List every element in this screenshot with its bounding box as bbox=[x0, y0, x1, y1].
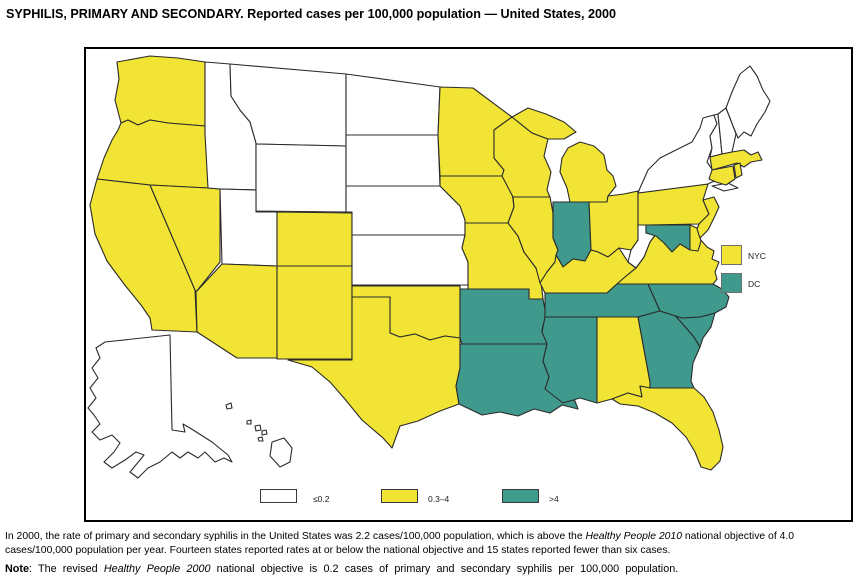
state-ME bbox=[725, 65, 771, 139]
state-MI bbox=[511, 107, 617, 203]
legend-label-high: >4 bbox=[549, 494, 559, 504]
state-OR bbox=[96, 119, 213, 189]
state-MA bbox=[709, 149, 763, 171]
state-AZ bbox=[195, 263, 278, 359]
dc-legend-swatch bbox=[721, 273, 742, 293]
state-TX bbox=[287, 296, 461, 449]
legend-label-low: ≤0.2 bbox=[313, 494, 330, 504]
states-group bbox=[87, 55, 771, 479]
state-NM bbox=[276, 265, 353, 360]
state-WY bbox=[255, 143, 347, 213]
footer-paragraph: In 2000, the rate of primary and seconda… bbox=[5, 530, 859, 558]
state-CT bbox=[708, 165, 736, 186]
us-map-frame bbox=[84, 47, 853, 522]
state-FL bbox=[611, 385, 724, 471]
state-ND bbox=[345, 73, 441, 136]
footer-text-2: national objective of 4.0 cases/100,000 … bbox=[5, 531, 795, 556]
state-NC bbox=[647, 283, 730, 319]
footer-italic-healthy-people-2010: Healthy People 2010 bbox=[585, 531, 682, 542]
legend-swatch-mid bbox=[381, 489, 418, 503]
state-CO bbox=[276, 211, 353, 267]
state-MS bbox=[541, 316, 598, 404]
legend-swatch-low bbox=[260, 489, 297, 503]
note-italic-healthy-people-2000: Healthy People 2000 bbox=[103, 563, 211, 575]
state-IN bbox=[552, 201, 592, 268]
nyc-legend-label: NYC bbox=[748, 251, 766, 261]
note-bold-label: Note bbox=[5, 563, 29, 575]
footer-text-1: In 2000, the rate of primary and seconda… bbox=[5, 531, 586, 542]
state-SD bbox=[345, 134, 441, 187]
state-HI bbox=[225, 402, 293, 468]
state-RI bbox=[733, 162, 743, 179]
legend-swatch-high bbox=[502, 489, 539, 503]
nyc-legend-swatch bbox=[721, 245, 742, 265]
state-KS bbox=[351, 234, 469, 286]
state-DE bbox=[689, 224, 702, 252]
legend-label-mid: 0.3–4 bbox=[428, 494, 450, 504]
dc-legend-label: DC bbox=[748, 279, 761, 289]
state-WA bbox=[114, 55, 206, 127]
note-paragraph: Note: The revised Healthy People 2000 na… bbox=[5, 563, 861, 575]
state-NJ bbox=[696, 196, 720, 239]
note-text-2: national objective is 0.2 cases of prima… bbox=[210, 563, 679, 575]
page-title: SYPHILIS, PRIMARY AND SECONDARY. Reporte… bbox=[6, 7, 617, 21]
note-text-1: : The revised bbox=[29, 563, 104, 575]
us-choropleth-map bbox=[87, 55, 771, 479]
state-AK bbox=[87, 334, 233, 479]
